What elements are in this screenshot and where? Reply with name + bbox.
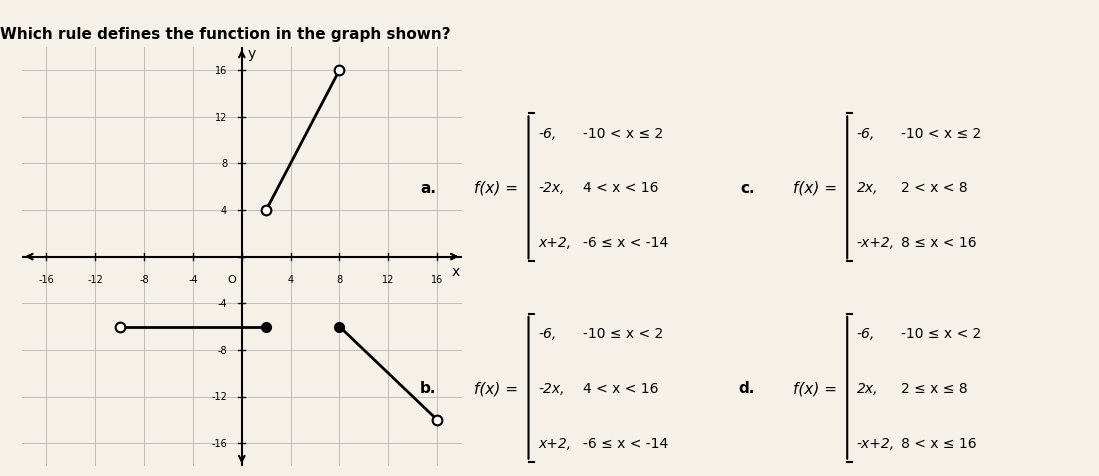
Text: 2 ≤ x ≤ 8: 2 ≤ x ≤ 8: [901, 381, 968, 395]
Text: -10 ≤ x < 2: -10 ≤ x < 2: [582, 326, 663, 340]
Text: 4: 4: [221, 206, 227, 216]
Text: Which rule defines the function in the graph shown?: Which rule defines the function in the g…: [0, 27, 451, 42]
Text: 2 < x < 8: 2 < x < 8: [901, 181, 968, 195]
Text: 8: 8: [221, 159, 227, 169]
Text: -6,: -6,: [539, 126, 556, 140]
Text: -8: -8: [218, 345, 227, 355]
Text: -8: -8: [140, 275, 148, 285]
Text: -10 < x ≤ 2: -10 < x ≤ 2: [582, 126, 663, 140]
Text: 4: 4: [288, 275, 293, 285]
Text: f(x) =: f(x) =: [475, 380, 519, 396]
Text: -x+2,: -x+2,: [857, 236, 895, 250]
Text: -6 ≤ x < -14: -6 ≤ x < -14: [582, 436, 668, 450]
Text: O: O: [227, 275, 236, 285]
Text: f(x) =: f(x) =: [793, 180, 837, 196]
Text: -4: -4: [218, 298, 227, 308]
Text: b.: b.: [420, 380, 436, 396]
Text: 16: 16: [215, 66, 227, 76]
Text: 2x,: 2x,: [857, 181, 878, 195]
Text: -x+2,: -x+2,: [857, 436, 895, 450]
Text: a.: a.: [420, 180, 436, 196]
Text: d.: d.: [739, 380, 755, 396]
Text: -12: -12: [211, 392, 227, 402]
Text: x+2,: x+2,: [539, 436, 571, 450]
Text: c.: c.: [740, 180, 755, 196]
Text: -6,: -6,: [857, 126, 875, 140]
Text: 12: 12: [214, 112, 227, 122]
Text: f(x) =: f(x) =: [475, 180, 519, 196]
Text: -6,: -6,: [539, 326, 556, 340]
Text: -2x,: -2x,: [539, 181, 565, 195]
Text: 4 < x < 16: 4 < x < 16: [582, 181, 658, 195]
Text: f(x) =: f(x) =: [793, 380, 837, 396]
Text: -4: -4: [188, 275, 198, 285]
Text: -6,: -6,: [857, 326, 875, 340]
Text: 8: 8: [336, 275, 343, 285]
Text: -16: -16: [211, 438, 227, 448]
Text: 2x,: 2x,: [857, 381, 878, 395]
Text: 16: 16: [431, 275, 443, 285]
Text: x: x: [452, 264, 459, 278]
Text: -2x,: -2x,: [539, 381, 565, 395]
Text: 4 < x < 16: 4 < x < 16: [582, 381, 658, 395]
Text: x+2,: x+2,: [539, 236, 571, 250]
Text: 8 ≤ x < 16: 8 ≤ x < 16: [901, 236, 977, 250]
Text: -10 < x ≤ 2: -10 < x ≤ 2: [901, 126, 981, 140]
Text: -12: -12: [87, 275, 103, 285]
Text: -10 ≤ x < 2: -10 ≤ x < 2: [901, 326, 981, 340]
Text: -6 ≤ x < -14: -6 ≤ x < -14: [582, 236, 668, 250]
Text: 12: 12: [382, 275, 395, 285]
Text: y: y: [247, 47, 256, 60]
Text: 8 < x ≤ 16: 8 < x ≤ 16: [901, 436, 977, 450]
Text: -16: -16: [38, 275, 54, 285]
